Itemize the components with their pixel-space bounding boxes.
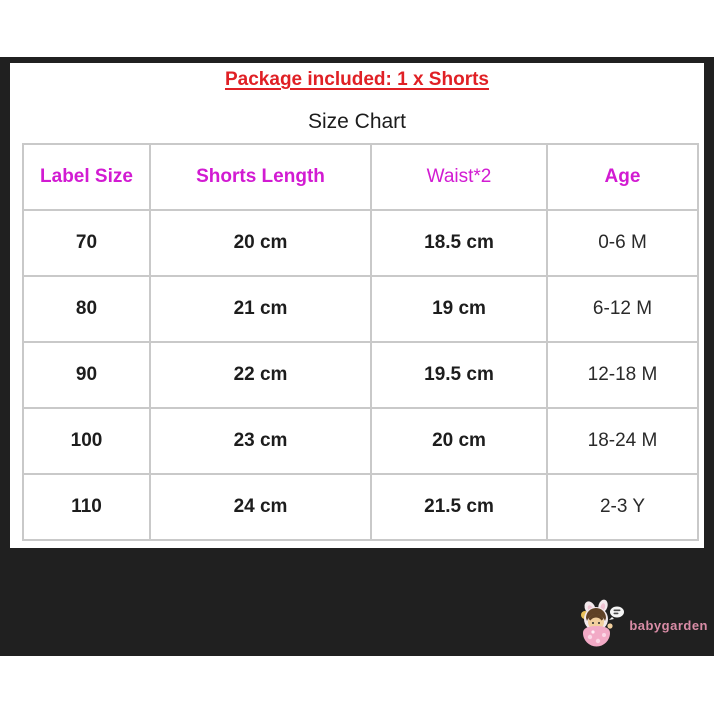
brand-watermark: babygarden bbox=[577, 598, 708, 652]
cell-shorts-length: 20 cm bbox=[149, 209, 372, 277]
cell-age: 12-18 M bbox=[546, 341, 699, 409]
cell-age: 18-24 M bbox=[546, 407, 699, 475]
table-row: 80 21 cm 19 cm 6-12 M bbox=[22, 275, 699, 343]
size-table: Label Size Shorts Length Waist*2 Age 70 20 c… bbox=[22, 143, 699, 541]
cell-waist-2: 19.5 cm bbox=[370, 341, 548, 409]
column-header-label-size: Label Size bbox=[22, 143, 151, 211]
package-included-note: Package included: 1 x Shorts bbox=[225, 69, 489, 90]
size-chart-title: Size Chart bbox=[307, 110, 407, 133]
bottom-white-strip bbox=[0, 656, 714, 714]
table-row: 90 22 cm 19.5 cm 12-18 M bbox=[22, 341, 699, 409]
table-row: 100 23 cm 20 cm 18-24 M bbox=[22, 407, 699, 475]
top-white-strip bbox=[0, 0, 714, 57]
cell-waist-2: 20 cm bbox=[370, 407, 548, 475]
cell-label-size: 100 bbox=[22, 407, 151, 475]
cell-age: 6-12 M bbox=[546, 275, 699, 343]
cell-label-size: 90 bbox=[22, 341, 151, 409]
cell-label-size: 80 bbox=[22, 275, 151, 343]
cell-label-size: 110 bbox=[22, 473, 151, 541]
brand-name-label: babygarden bbox=[629, 617, 708, 633]
cell-age: 2-3 Y bbox=[546, 473, 699, 541]
size-chart-panel: Package included: 1 x Shorts Size Chart … bbox=[10, 63, 704, 548]
table-row: 70 20 cm 18.5 cm 0-6 M bbox=[22, 209, 699, 277]
column-header-age: Age bbox=[546, 143, 699, 211]
cell-shorts-length: 21 cm bbox=[149, 275, 372, 343]
cell-shorts-length: 24 cm bbox=[149, 473, 372, 541]
header-row: Label Size Shorts Length Waist*2 Age bbox=[22, 143, 699, 211]
chart-frame: Package included: 1 x Shorts Size Chart … bbox=[0, 57, 714, 656]
cell-waist-2: 19 cm bbox=[370, 275, 548, 343]
cell-waist-2: 21.5 cm bbox=[370, 473, 548, 541]
bottom-dark-band: babygarden bbox=[0, 548, 714, 656]
cell-shorts-length: 23 cm bbox=[149, 407, 372, 475]
column-header-waist-2: Waist*2 bbox=[370, 143, 548, 211]
table-row: 110 24 cm 21.5 cm 2-3 Y bbox=[22, 473, 699, 541]
cell-label-size: 70 bbox=[22, 209, 151, 277]
cell-shorts-length: 22 cm bbox=[149, 341, 372, 409]
column-header-shorts-length: Shorts Length bbox=[149, 143, 372, 211]
cell-age: 0-6 M bbox=[546, 209, 699, 277]
size-table-head: Label Size Shorts Length Waist*2 Age bbox=[22, 143, 699, 211]
cell-waist-2: 18.5 cm bbox=[370, 209, 548, 277]
baby-bunny-mascot-icon bbox=[581, 599, 625, 647]
size-table-body: 70 20 cm 18.5 cm 0-6 M 80 21 cm 19 cm 6-12 M 90 2… bbox=[22, 209, 699, 541]
